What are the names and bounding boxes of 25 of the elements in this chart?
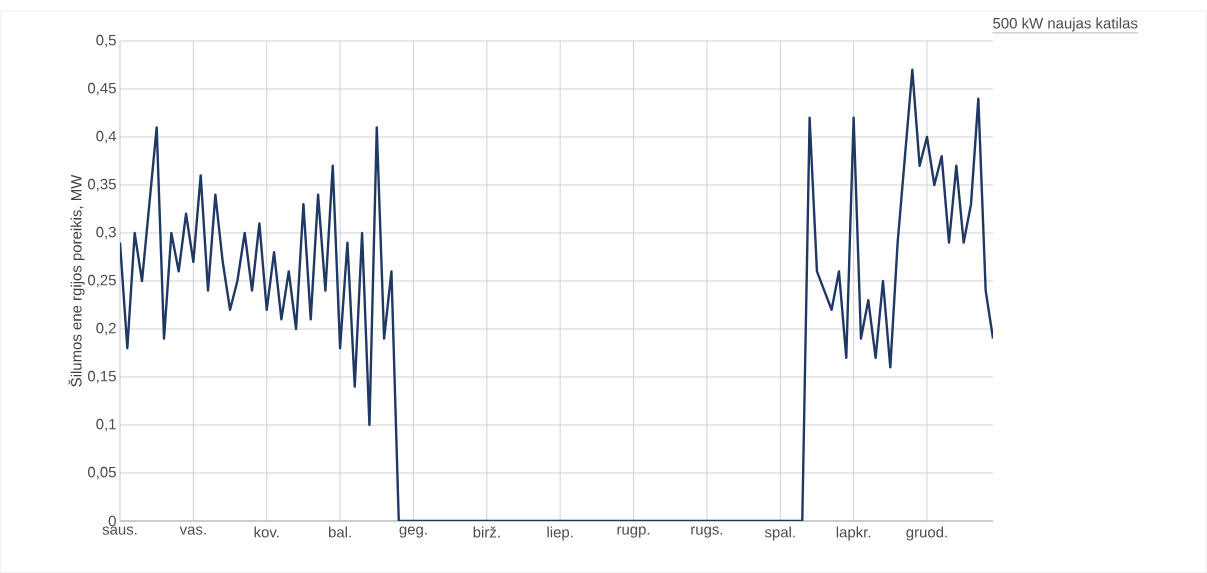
y-tick-label: 0,05	[87, 466, 116, 480]
x-tick-label: liep.	[547, 526, 573, 541]
x-tick-label: rugp.	[617, 526, 650, 538]
y-tick-label: 0,2	[96, 322, 116, 336]
y-tick-label: 0	[108, 515, 116, 527]
y-tick-label: 0,25	[87, 274, 116, 288]
x-tick-label: birž.	[473, 526, 500, 538]
y-tick-label: 0,35	[87, 178, 116, 192]
x-tick-label: vas.	[179, 526, 206, 535]
y-tick-label: 0,5	[96, 34, 116, 48]
y-tick-label: 0,3	[96, 226, 116, 240]
y-tick-label: 0,4	[96, 130, 117, 144]
y-tick-label: 0,45	[87, 82, 116, 96]
text: 500 kW naujas katilas	[993, 17, 1138, 32]
y-tick-label: 0,1	[96, 418, 116, 432]
x-tick-label: geg.	[399, 526, 427, 538]
x-tick-label: bal.	[329, 526, 351, 538]
x-tick-label: kov.	[254, 526, 279, 538]
x-tick-label: spal.	[764, 526, 795, 541]
x-tick-label: lapkr.	[836, 526, 871, 541]
y-tick-label: 0,15	[87, 370, 116, 384]
x-tick-label: gruod.	[906, 526, 947, 541]
x-tick-label: rugs.	[691, 526, 723, 538]
y-axis-title: Šilumos ene rgijos poreikis, MW	[68, 174, 85, 387]
x-tick-label: saus.	[102, 526, 137, 535]
